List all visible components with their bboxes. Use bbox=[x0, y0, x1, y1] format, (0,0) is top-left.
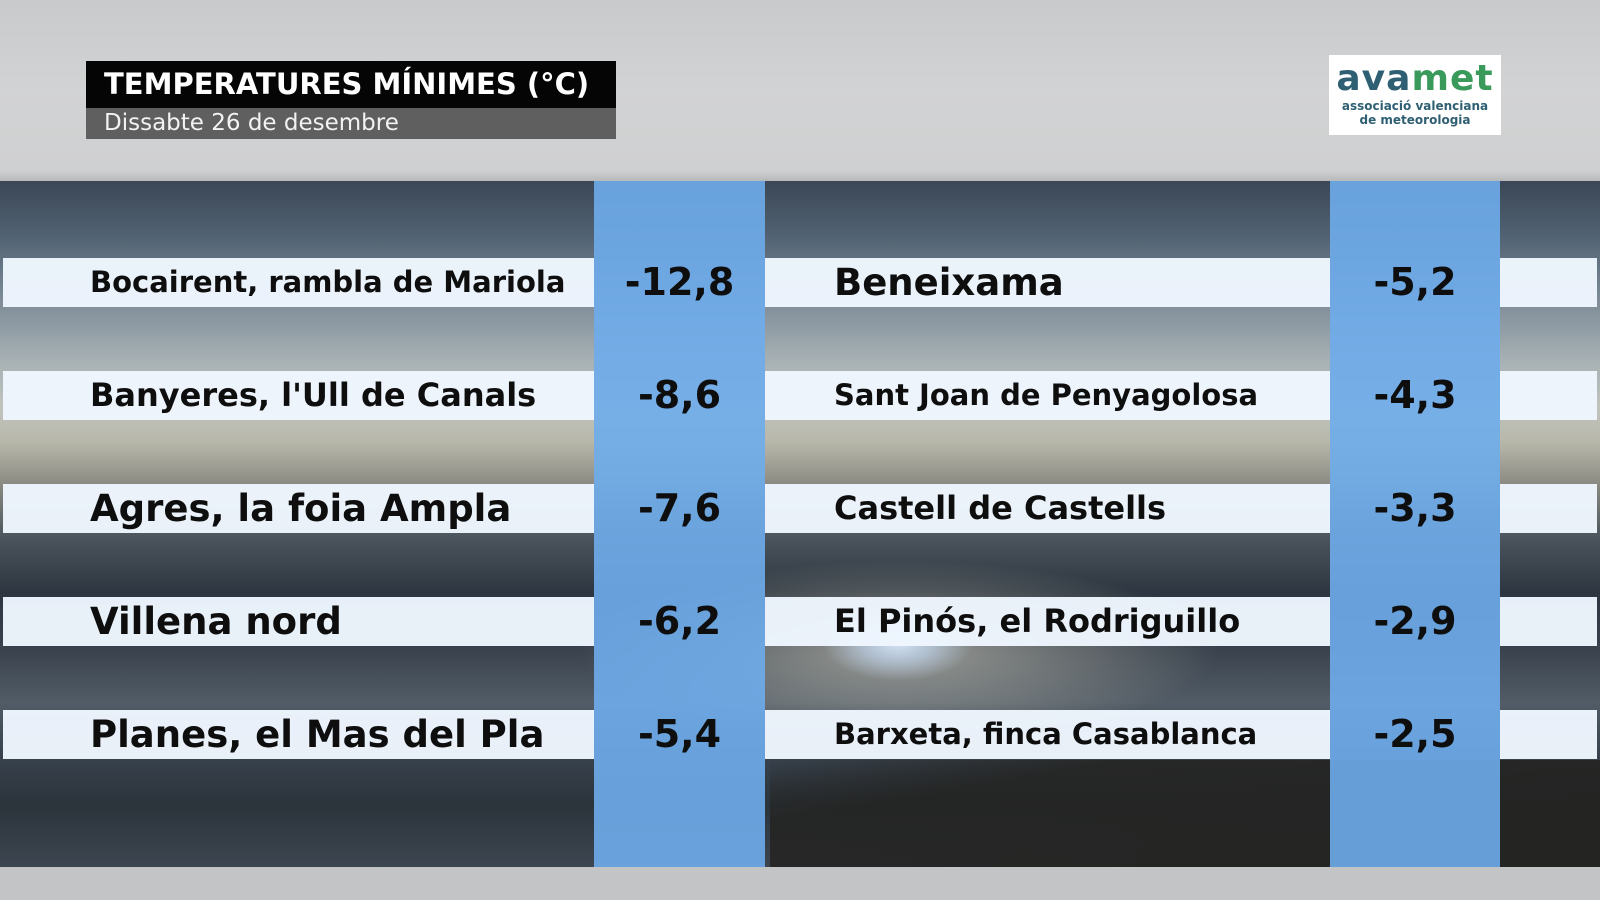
left-row-band bbox=[3, 597, 594, 646]
right-row-band bbox=[765, 710, 1330, 759]
temperature-value: -2,5 bbox=[1373, 712, 1457, 756]
bottom-strip bbox=[0, 867, 1600, 900]
temperature-value: -12,8 bbox=[624, 260, 735, 304]
temperature-value: -8,6 bbox=[637, 373, 722, 417]
station-name: Banyeres, l'Ull de Canals bbox=[90, 376, 537, 414]
right-row-band bbox=[765, 484, 1330, 533]
temperature-value: -5,2 bbox=[1373, 260, 1457, 304]
station-name: Planes, el Mas del Pla bbox=[90, 713, 545, 756]
row-band-tail bbox=[1500, 484, 1597, 533]
left-row-band bbox=[3, 484, 594, 533]
temperature-value: -2,9 bbox=[1373, 599, 1457, 643]
station-name: Agres, la foia Ampla bbox=[90, 487, 512, 530]
station-name: El Pinós, el Rodriguillo bbox=[834, 602, 1241, 640]
temperature-value: -6,2 bbox=[637, 599, 722, 643]
right-row-band bbox=[765, 371, 1330, 420]
row-band-tail bbox=[1500, 710, 1597, 759]
page-title: TEMPERATURES MÍNIMES (°C) bbox=[86, 61, 616, 108]
page-subtitle: Dissabte 26 de desembre bbox=[86, 108, 616, 139]
station-name: Barxeta, finca Casablanca bbox=[834, 717, 1258, 751]
left-value-column bbox=[594, 181, 765, 867]
temperature-value: -5,4 bbox=[637, 712, 722, 756]
temperature-value: -3,3 bbox=[1373, 486, 1457, 530]
station-name: Bocairent, rambla de Mariola bbox=[90, 265, 566, 299]
right-row-band bbox=[765, 597, 1330, 646]
right-row-band bbox=[765, 258, 1330, 307]
row-band-tail bbox=[1500, 258, 1597, 307]
logo-word-met: met bbox=[1411, 58, 1494, 99]
logo-word: avamet bbox=[1329, 59, 1501, 99]
row-band-tail bbox=[1500, 371, 1597, 420]
logo-tagline-1: associació valenciana bbox=[1341, 99, 1489, 113]
temperature-value: -4,3 bbox=[1373, 373, 1457, 417]
logo-word-ava: ava bbox=[1336, 58, 1412, 99]
logo-tagline-2: de meteorologia bbox=[1359, 113, 1471, 127]
avamet-logo: avamet associació valenciana de meteorol… bbox=[1329, 55, 1501, 135]
station-name: Beneixama bbox=[834, 261, 1064, 304]
right-value-column bbox=[1330, 181, 1500, 867]
station-name: Sant Joan de Penyagolosa bbox=[834, 378, 1259, 412]
temperature-value: -7,6 bbox=[637, 486, 722, 530]
row-band-tail bbox=[1500, 597, 1597, 646]
station-name: Castell de Castells bbox=[834, 489, 1167, 527]
left-row-band bbox=[3, 710, 594, 759]
left-row-band bbox=[3, 371, 594, 420]
left-row-band bbox=[3, 258, 594, 307]
station-name: Villena nord bbox=[90, 600, 342, 643]
